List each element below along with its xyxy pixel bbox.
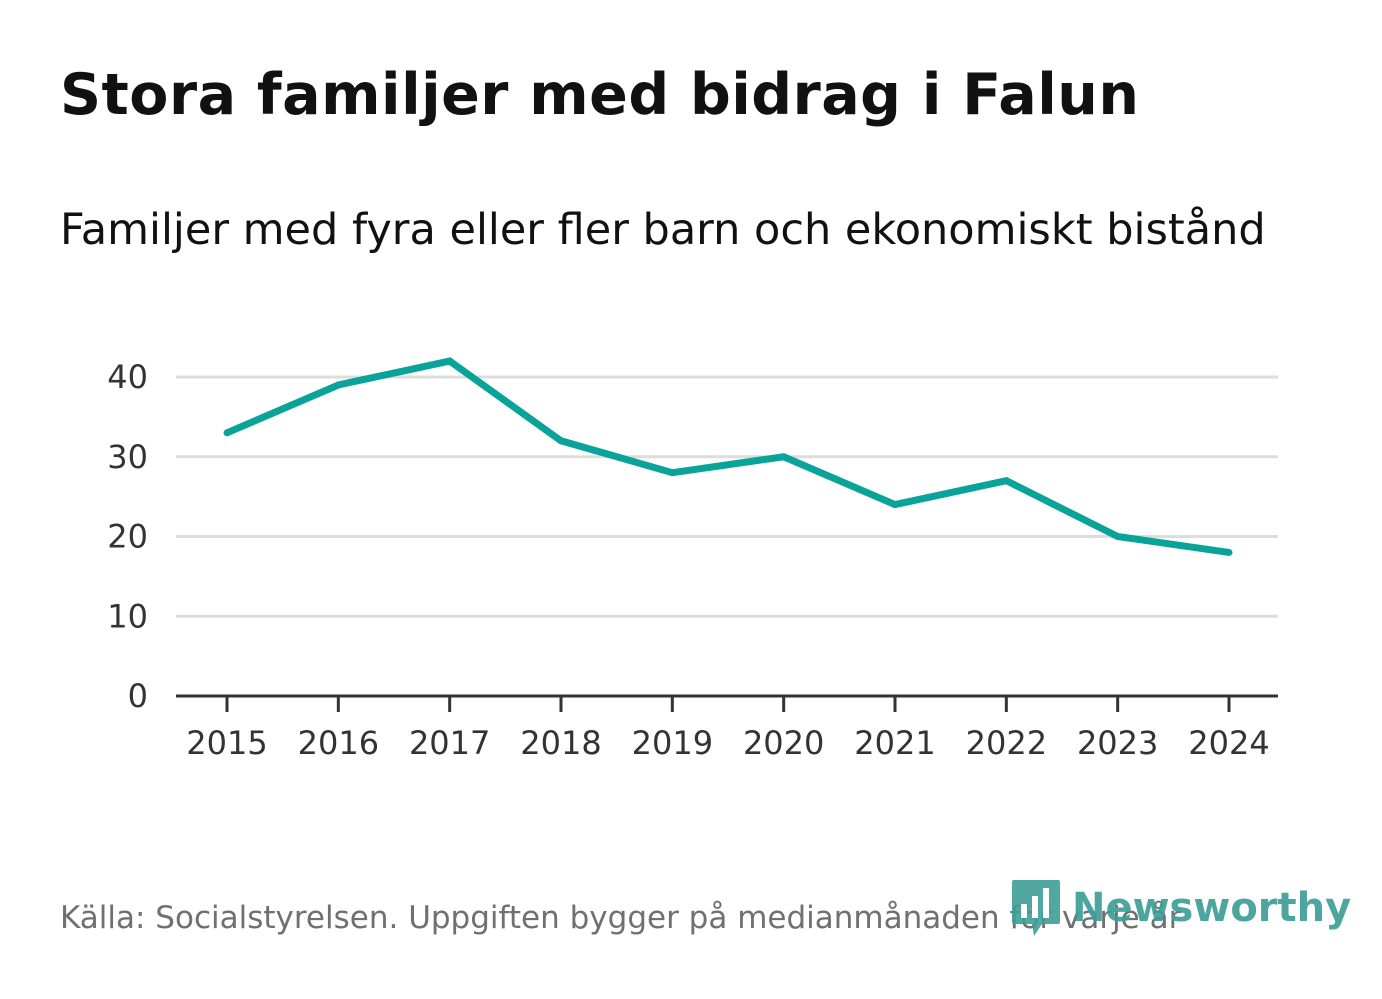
data-point-2021 (891, 501, 899, 509)
data-point-2015 (223, 429, 231, 437)
y-tick-label-20: 20 (107, 518, 148, 556)
data-point-2024 (1225, 548, 1233, 556)
data-point-2019 (668, 469, 676, 477)
x-tick-label-2019: 2019 (632, 724, 713, 762)
x-tick-label-2021: 2021 (854, 724, 935, 762)
y-tick-label-30: 30 (107, 438, 148, 476)
x-tick-label-2024: 2024 (1188, 724, 1269, 762)
brand-name: Newsworthy (1072, 885, 1352, 931)
data-point-2017 (446, 357, 454, 365)
x-tick-label-2015: 2015 (186, 724, 267, 762)
x-tick-label-2020: 2020 (743, 724, 824, 762)
x-tick-label-2023: 2023 (1077, 724, 1158, 762)
series-line-0 (225, 357, 1230, 556)
data-point-2020 (780, 453, 788, 461)
x-tick-label-2016: 2016 (298, 724, 379, 762)
data-point-2023 (1114, 533, 1122, 540)
x-tick-label-2022: 2022 (966, 724, 1047, 762)
y-tick-label-0: 0 (128, 677, 148, 715)
source-note: Källa: Socialstyrelsen. Uppgiften bygger… (60, 900, 1182, 936)
grid-lines (176, 375, 1278, 618)
data-point-2018 (557, 437, 565, 445)
chart-subtitle: Familjer med fyra eller fler barn och ek… (60, 205, 1266, 255)
y-tick-label-40: 40 (107, 358, 148, 396)
y-tick-label-10: 10 (107, 597, 148, 635)
chart-title: Stora familjer med bidrag i Falun (60, 62, 1140, 128)
x-axis: 2015 2016 2017 2018 2019 2020 2021 2022 2023 2024 (176, 694, 1278, 762)
y-axis-ticks: 0 10 20 30 40 (107, 358, 148, 715)
x-tick-label-2017: 2017 (409, 724, 490, 762)
x-tick-label-2018: 2018 (520, 724, 601, 762)
data-point-2016 (334, 381, 342, 389)
series-layer (223, 357, 1233, 556)
data-point-2022 (1002, 477, 1010, 485)
newsworthy-logo-icon (1012, 880, 1060, 936)
brand-logo: Newsworthy (1010, 878, 1351, 938)
